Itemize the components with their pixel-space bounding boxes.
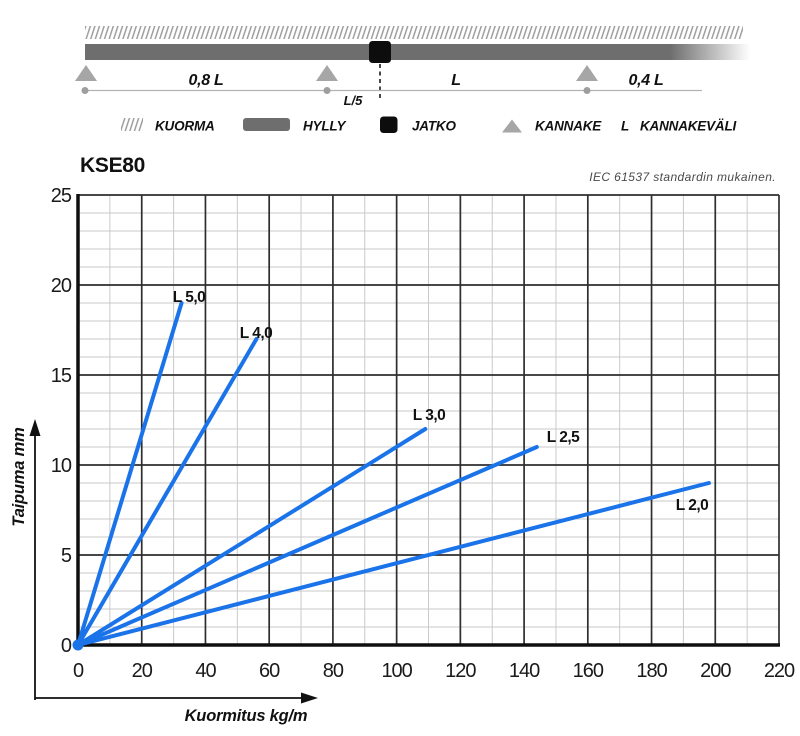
x-tick-label: 100 bbox=[381, 660, 412, 682]
load-hatch-icon bbox=[121, 118, 143, 131]
schematic-legend: KUORMA HYLLY JATKO KANNAKE L KANNAKEVÄLI bbox=[121, 116, 737, 134]
axis-arrows: Taipuma mm Kuormitus kg/m bbox=[10, 419, 318, 725]
y-axis-title: Taipuma mm bbox=[10, 427, 28, 526]
support-triangle-icon bbox=[502, 119, 522, 133]
series-line bbox=[76, 301, 184, 647]
y-axis-arrowhead-icon bbox=[29, 419, 41, 436]
dimension-dot bbox=[81, 87, 89, 94]
shelf-bar-icon bbox=[243, 118, 290, 131]
x-tick-label: 40 bbox=[195, 660, 216, 682]
x-axis-title: Kuormitus kg/m bbox=[185, 707, 308, 725]
series-line bbox=[76, 337, 259, 647]
span-label-left: 0,8 L bbox=[189, 72, 224, 89]
support-triangle-icon bbox=[576, 65, 598, 81]
series-origin-dot bbox=[72, 639, 84, 651]
legend-label-kannakevali: KANNAKEVÄLI bbox=[640, 119, 737, 134]
series-label: L 2,0 bbox=[676, 497, 709, 514]
joint-offset-label: L/5 bbox=[344, 93, 364, 108]
legend-symbol-l: L bbox=[621, 119, 629, 134]
series-label: L 5,0 bbox=[173, 289, 206, 306]
y-tick-label: 15 bbox=[51, 365, 72, 387]
x-tick-label: 60 bbox=[259, 660, 280, 682]
support-triangle-icon bbox=[75, 65, 97, 81]
x-tick-label: 180 bbox=[636, 660, 667, 682]
x-tick-label: 120 bbox=[445, 660, 476, 682]
y-tick-label: 0 bbox=[61, 635, 72, 657]
x-tick-label: 20 bbox=[132, 660, 153, 682]
support-triangle-icon bbox=[316, 65, 338, 81]
series-label: L 2,5 bbox=[547, 429, 580, 446]
standard-note: IEC 61537 standardin mukainen. bbox=[589, 170, 776, 184]
y-tick-label: 5 bbox=[61, 545, 72, 567]
series-label: L 3,0 bbox=[413, 407, 446, 424]
y-tick-label: 20 bbox=[51, 275, 72, 297]
legend-label-jatko: JATKO bbox=[412, 119, 456, 134]
legend-label-hylly: HYLLY bbox=[303, 119, 347, 134]
y-tick-label: 25 bbox=[51, 185, 72, 207]
series-line bbox=[76, 427, 428, 647]
legend-label-kuorma: KUORMA bbox=[155, 119, 215, 134]
distributed-load-hatch-icon bbox=[85, 26, 743, 39]
beam-schematic: 0,8 L L 0,4 L L/5 bbox=[75, 26, 750, 108]
legend-label-kannake: KANNAKE bbox=[535, 119, 602, 134]
x-tick-label: 200 bbox=[700, 660, 731, 682]
plot-area: 0 20 40 60 80 100 120 140 160 180 200 220 0 5 10 15 20 25… bbox=[51, 185, 796, 682]
span-label-right: 0,4 L bbox=[629, 72, 664, 89]
x-tick-label: 80 bbox=[323, 660, 344, 682]
joint-square-icon bbox=[369, 41, 391, 63]
chart-title: KSE80 bbox=[80, 154, 145, 177]
dimension-dot bbox=[323, 87, 331, 94]
x-tick-label: 0 bbox=[73, 660, 84, 682]
x-tick-label: 220 bbox=[764, 660, 795, 682]
dimension-dot bbox=[583, 87, 591, 94]
shelf-beam-bar bbox=[85, 44, 750, 60]
series-label: L 4,0 bbox=[240, 325, 273, 342]
span-label-mid: L bbox=[451, 72, 460, 89]
series-line bbox=[76, 481, 711, 647]
series-line bbox=[76, 445, 539, 647]
x-axis-arrowhead-icon bbox=[301, 692, 318, 704]
x-tick-label: 160 bbox=[573, 660, 604, 682]
x-tick-label: 140 bbox=[509, 660, 540, 682]
joint-square-icon bbox=[380, 116, 398, 133]
y-tick-label: 10 bbox=[51, 455, 72, 477]
